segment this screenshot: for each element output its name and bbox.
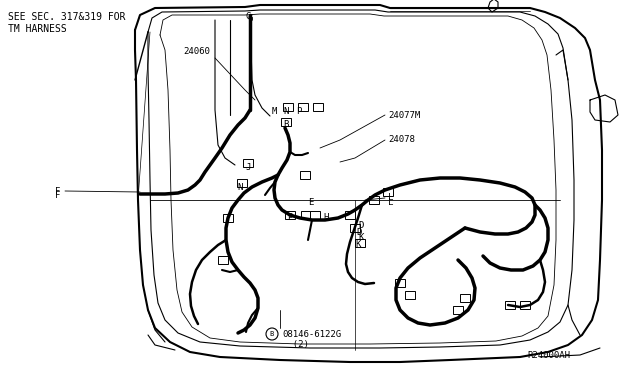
Text: L: L (388, 193, 394, 202)
Text: F: F (55, 186, 60, 196)
Bar (243, 159, 253, 167)
Bar (313, 103, 323, 111)
Text: K: K (358, 234, 364, 243)
Bar (350, 224, 360, 232)
Bar (345, 211, 355, 219)
Bar (237, 179, 247, 187)
Text: P: P (287, 213, 292, 222)
Bar (301, 211, 311, 219)
Bar (283, 103, 293, 111)
Bar (383, 188, 393, 196)
Text: J: J (245, 163, 250, 172)
Polygon shape (488, 0, 498, 12)
Text: R24000AH: R24000AH (527, 351, 570, 360)
Text: N: N (283, 107, 289, 116)
Text: E: E (308, 198, 314, 207)
Text: 24078: 24078 (388, 135, 415, 144)
Bar (298, 103, 308, 111)
Bar (355, 239, 365, 247)
Bar (285, 211, 295, 219)
Bar (281, 118, 291, 126)
Text: SEE SEC. 317&319 FOR
TM HARNESS: SEE SEC. 317&319 FOR TM HARNESS (8, 12, 125, 33)
Text: F: F (55, 191, 60, 200)
Bar (405, 291, 415, 299)
Bar (505, 301, 515, 309)
Text: N: N (237, 183, 243, 192)
Text: K: K (355, 240, 360, 249)
Bar (520, 301, 530, 309)
Text: L: L (388, 198, 394, 207)
Bar (223, 214, 233, 222)
Text: 24060: 24060 (183, 48, 210, 57)
Text: M: M (272, 107, 277, 116)
Text: D: D (356, 228, 362, 237)
Bar (395, 279, 405, 287)
Text: 08146-6122G
  (2): 08146-6122G (2) (282, 330, 341, 349)
Bar (218, 256, 228, 264)
Bar (310, 211, 320, 219)
Text: G: G (248, 14, 253, 23)
Bar (369, 196, 379, 204)
Text: B: B (283, 120, 289, 129)
Text: G: G (245, 12, 251, 21)
Text: 24077M: 24077M (388, 110, 420, 119)
Text: D: D (358, 221, 364, 230)
Text: P: P (296, 107, 301, 116)
Bar (460, 294, 470, 302)
Bar (453, 306, 463, 314)
Text: H: H (323, 213, 328, 222)
Bar (300, 171, 310, 179)
Text: B: B (270, 331, 274, 337)
